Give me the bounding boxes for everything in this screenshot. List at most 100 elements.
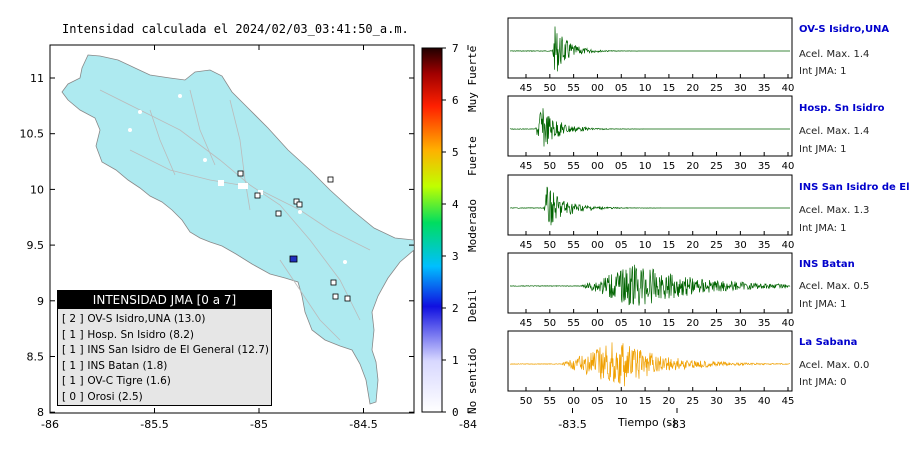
station-0-acel: Acel. Max. 1.4 xyxy=(799,49,870,60)
seismogram-tick-label: 20 xyxy=(686,318,699,329)
seismogram-trace xyxy=(510,264,791,306)
seismogram-tick-label: 10 xyxy=(639,83,652,94)
legend-text: OV-C Tigre (1.6) xyxy=(87,375,171,387)
seismogram-trace xyxy=(510,26,790,72)
seismogram-tick-label: 35 xyxy=(758,240,771,251)
seismogram-tick-label: 00 xyxy=(591,83,604,94)
seismogram-tick-label: 15 xyxy=(663,318,676,329)
colorbar-label-fuerte: Fuerte xyxy=(466,136,479,176)
colorbar-tick-label: 3 xyxy=(452,250,459,263)
seismogram-frame xyxy=(507,174,793,236)
colorbar-tick-label: 5 xyxy=(452,146,459,159)
legend-level: [ 0 ] xyxy=(62,390,84,403)
colorbar-label-no-sentido: No sentido xyxy=(466,347,479,414)
station-4-int: Int JMA: 0 xyxy=(799,377,847,388)
seismogram-tick-label: 50 xyxy=(543,161,556,172)
map-y-tick-label: 8 xyxy=(37,406,44,419)
map-title: Intensidad calculada el 2024/02/03_03:41… xyxy=(62,22,409,36)
legend-text: INS Batan (1.8) xyxy=(87,359,168,372)
station-4-acel: Acel. Max. 0.0 xyxy=(799,360,870,371)
station-4-name: La Sabana xyxy=(799,337,858,348)
seismogram-tick-label: 15 xyxy=(639,396,652,407)
seismogram-tick-label: 05 xyxy=(615,161,628,172)
colorbar-label-debil: Debil xyxy=(466,288,479,322)
seismogram-tick-label: 10 xyxy=(639,240,652,251)
colorbar-tick-label: 4 xyxy=(452,198,459,211)
seismogram-tick-label: 40 xyxy=(758,396,771,407)
seismogram-tick-label: 40 xyxy=(782,83,795,94)
seismogram-tick-label: 40 xyxy=(782,161,795,172)
legend-level: [ 1 ] xyxy=(62,344,84,356)
seismogram-tick-label: 00 xyxy=(591,161,604,172)
seismogram-tick-label: 35 xyxy=(758,83,771,94)
seismogram-tick-label: 25 xyxy=(710,318,723,329)
legend-level: [ 1 ] xyxy=(62,359,84,372)
seismogram-tick-label: 55 xyxy=(567,318,580,329)
road-network xyxy=(99,89,371,341)
seismogram-tick-label: 25 xyxy=(686,396,699,407)
seismogram-tick-label: 40 xyxy=(782,318,795,329)
colorbar-label-moderado: Moderado xyxy=(466,199,479,252)
colorbar-tick-label: 1 xyxy=(452,354,459,367)
seismogram-tick-label: 45 xyxy=(520,161,533,172)
seismogram-frame xyxy=(507,17,793,79)
map-x-tick-label: -84.5 xyxy=(349,418,377,431)
colorbar-tick-label: 2 xyxy=(452,302,459,315)
seismogram-tick-label: 20 xyxy=(686,161,699,172)
station-1-int: Int JMA: 1 xyxy=(799,144,847,155)
time-axis-label: Tiempo (s) xyxy=(618,416,677,429)
legend-level: [ 2 ] xyxy=(62,313,84,325)
intensity-colorbar: 0 1 2 3 4 5 6 7 xyxy=(421,42,459,419)
station-markers xyxy=(237,170,351,302)
station-3-acel: Acel. Max. 0.5 xyxy=(799,281,870,292)
seismogram-tick-label: 45 xyxy=(520,240,533,251)
seismogram-tick-label: 35 xyxy=(758,318,771,329)
seismogram-tick-label: 10 xyxy=(639,318,652,329)
legend-text: Orosi (2.5) xyxy=(87,390,143,403)
colorbar-gradient xyxy=(421,47,443,413)
seismogram-tick-label: 50 xyxy=(543,240,556,251)
map-y-tick-label: 10 xyxy=(30,183,44,196)
seismogram-tick-label: 55 xyxy=(543,396,556,407)
seismogram-tick-label: 30 xyxy=(734,318,747,329)
seismogram-trace xyxy=(509,342,791,387)
map-x-tick-label: -83.5 xyxy=(558,418,586,431)
seismogram-tick-label: 45 xyxy=(520,318,533,329)
seismogram-tick-label: 30 xyxy=(734,83,747,94)
seismogram-tick-label: 30 xyxy=(710,396,723,407)
seismogram-tick-label: 05 xyxy=(615,83,628,94)
map-x-tick-label: -84 xyxy=(459,418,477,431)
station-0-int: Int JMA: 1 xyxy=(799,66,847,77)
town-markers xyxy=(128,94,347,264)
legend-text: Hosp. Sn Isidro (8.2) xyxy=(87,328,195,341)
seismogram-tick-label: 50 xyxy=(543,318,556,329)
seismogram-panels: 45 50 55 00 05 10 15 20 25 30 35 40 45 50 55 00 05 10 15 20… xyxy=(507,17,795,407)
seismogram-tick-label: 45 xyxy=(520,83,533,94)
legend-row: [ 0 ] Orosi (2.5) xyxy=(58,390,271,406)
station-2-acel: Acel. Max. 1.3 xyxy=(799,205,870,216)
map-y-tick-label: 8.5 xyxy=(27,351,45,364)
legend-text: INS San Isidro de El General (12.7) xyxy=(87,344,270,356)
seismogram-trace xyxy=(509,186,790,226)
seismogram-tick-label: 55 xyxy=(567,161,580,172)
map-x-tick-label: -86 xyxy=(41,418,59,431)
seismogram-trace xyxy=(509,108,790,147)
seismogram-tick-label: 40 xyxy=(782,240,795,251)
legend-row: [ 2 ] OV-S Isidro,UNA (13.0) xyxy=(58,312,271,328)
legend-level: [ 1 ] xyxy=(62,375,84,387)
seismogram-tick-label: 05 xyxy=(615,240,628,251)
station-0-name: OV-S Isidro,UNA xyxy=(799,24,890,35)
seismogram-tick-label: 00 xyxy=(567,396,580,407)
seismogram-tick-label: 05 xyxy=(615,318,628,329)
colorbar-label-muy-fuerte: Muy Fuerte xyxy=(466,45,479,112)
seismogram-tick-label: 50 xyxy=(543,83,556,94)
seismogram-tick-label: 20 xyxy=(663,396,676,407)
map-x-tick-label: -85.5 xyxy=(140,418,168,431)
seismogram-tick-label: 15 xyxy=(663,161,676,172)
legend-row: [ 1 ] INS San Isidro de El General (12.7… xyxy=(58,343,271,359)
seismogram-tick-label: 15 xyxy=(663,83,676,94)
seismogram-tick-label: 35 xyxy=(734,396,747,407)
seismogram-tick-label: 10 xyxy=(639,161,652,172)
legend-level: [ 1 ] xyxy=(62,328,84,341)
